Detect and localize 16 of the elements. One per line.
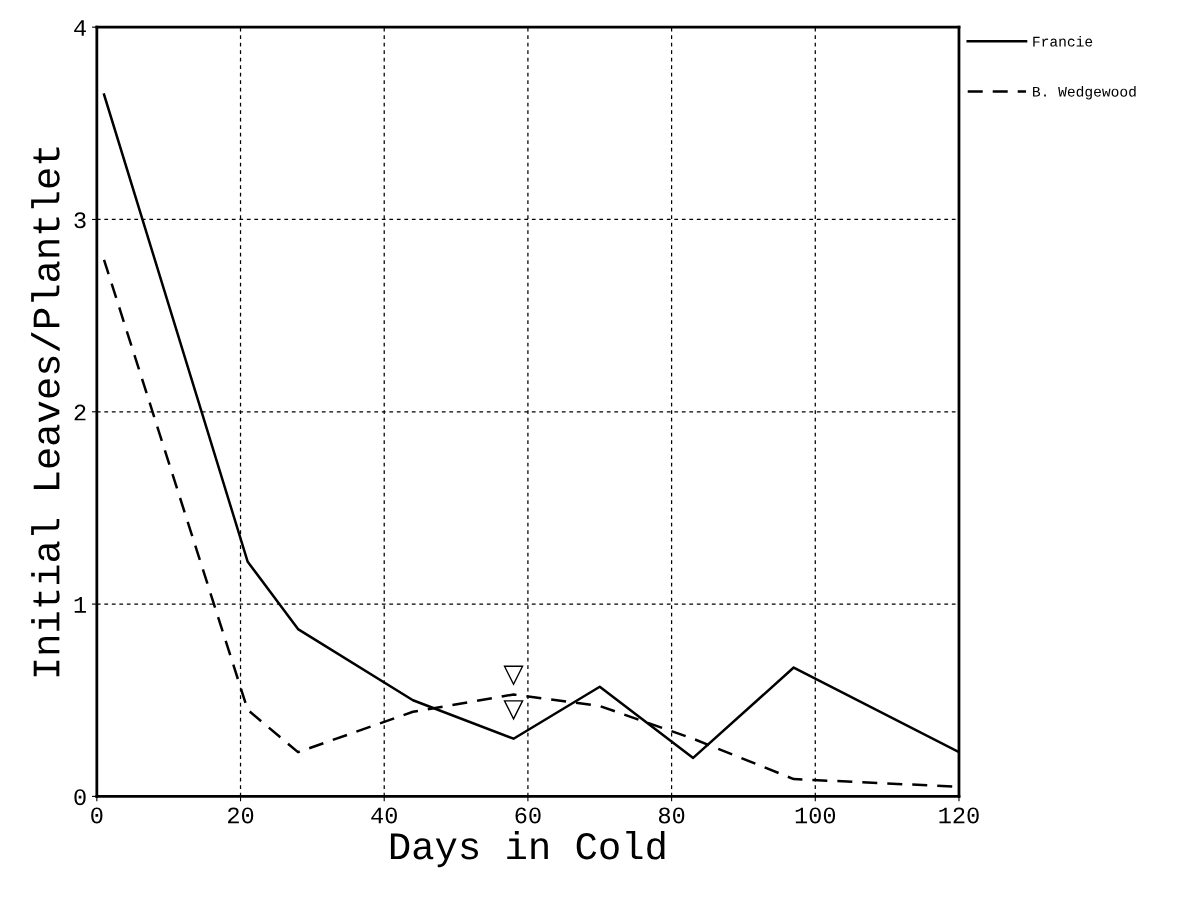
x-tick-label: 120 — [939, 807, 979, 824]
x-tick-label: 20 — [228, 807, 254, 824]
y-tick-label: 4 — [74, 20, 86, 36]
x-axis-title: Days in Cold — [390, 830, 665, 868]
legend-label: B. Wedgewood — [1033, 85, 1136, 100]
legend-label: Francie — [1033, 35, 1093, 47]
y-tick-label: 3 — [74, 212, 86, 229]
y-tick-label: 0 — [74, 789, 86, 806]
y-tick-label: 2 — [74, 404, 86, 421]
x-tick-label: 40 — [371, 807, 397, 824]
x-tick-label: 100 — [795, 807, 836, 824]
x-tick-label: 80 — [658, 807, 685, 824]
y-tick-label: 1 — [74, 597, 86, 613]
y-axis-title: Initial Leaves/Plantlet — [31, 147, 60, 677]
x-tick-label: 0 — [91, 807, 103, 824]
x-tick-label: 60 — [515, 807, 541, 824]
